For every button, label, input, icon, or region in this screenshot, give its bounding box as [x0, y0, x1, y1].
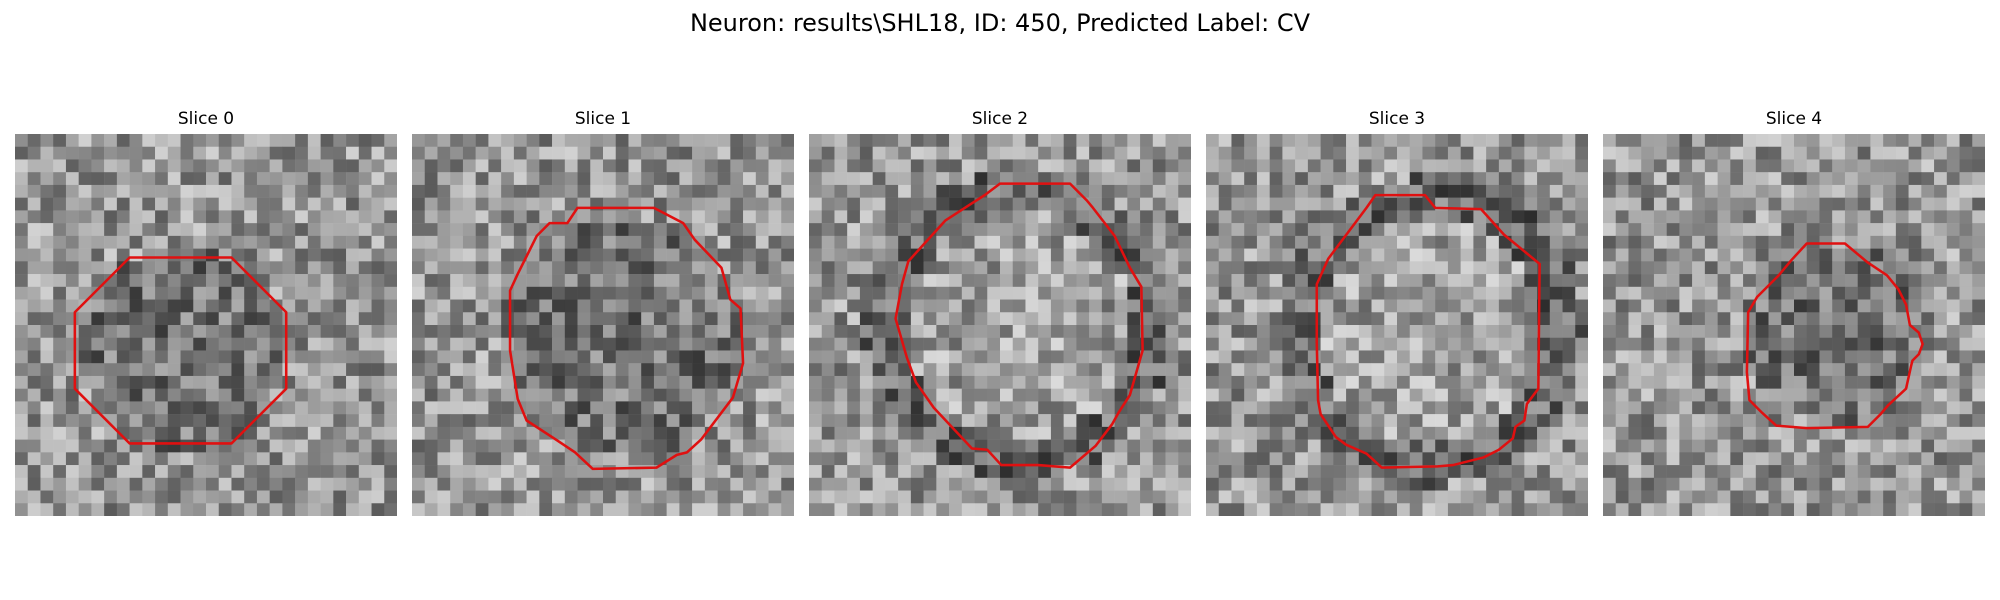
figure-title: Neuron: results\SHL18, ID: 450, Predicte… — [689, 9, 1311, 37]
slice-title-4: Slice 4 — [1765, 109, 1823, 129]
slice-title-1: Slice 1 — [574, 109, 632, 129]
slice-title-2: Slice 2 — [971, 109, 1029, 129]
roi-contour-3 — [1315, 193, 1541, 469]
roi-contour-0 — [73, 256, 288, 445]
slice-image-4 — [1603, 134, 1985, 516]
roi-contour-2 — [894, 182, 1144, 469]
slice-image-1 — [412, 134, 794, 516]
slice-image-3 — [1206, 134, 1588, 516]
roi-contour-4 — [1745, 242, 1924, 430]
slice-image-2 — [809, 134, 1191, 516]
slice-title-0: Slice 0 — [177, 109, 235, 129]
slice-title-3: Slice 3 — [1368, 109, 1426, 129]
slice-image-0 — [15, 134, 397, 516]
roi-contour-1 — [508, 206, 745, 471]
